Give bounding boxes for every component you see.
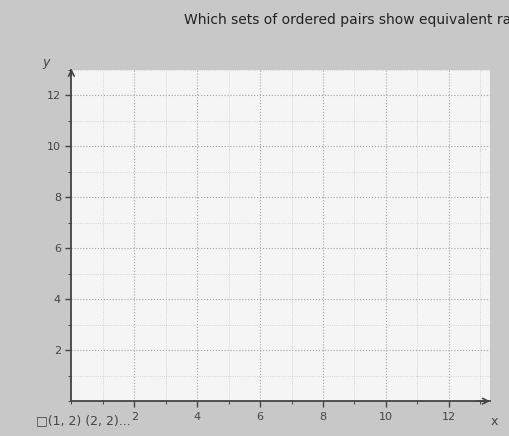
Text: □(1, 2) (2, 2)...: □(1, 2) (2, 2)... [36,414,130,427]
Text: x: x [490,415,497,428]
Text: Which sets of ordered pairs show equivalent ratios? use the grid to help you.: Which sets of ordered pairs show equival… [183,13,509,27]
Text: y: y [42,56,50,68]
